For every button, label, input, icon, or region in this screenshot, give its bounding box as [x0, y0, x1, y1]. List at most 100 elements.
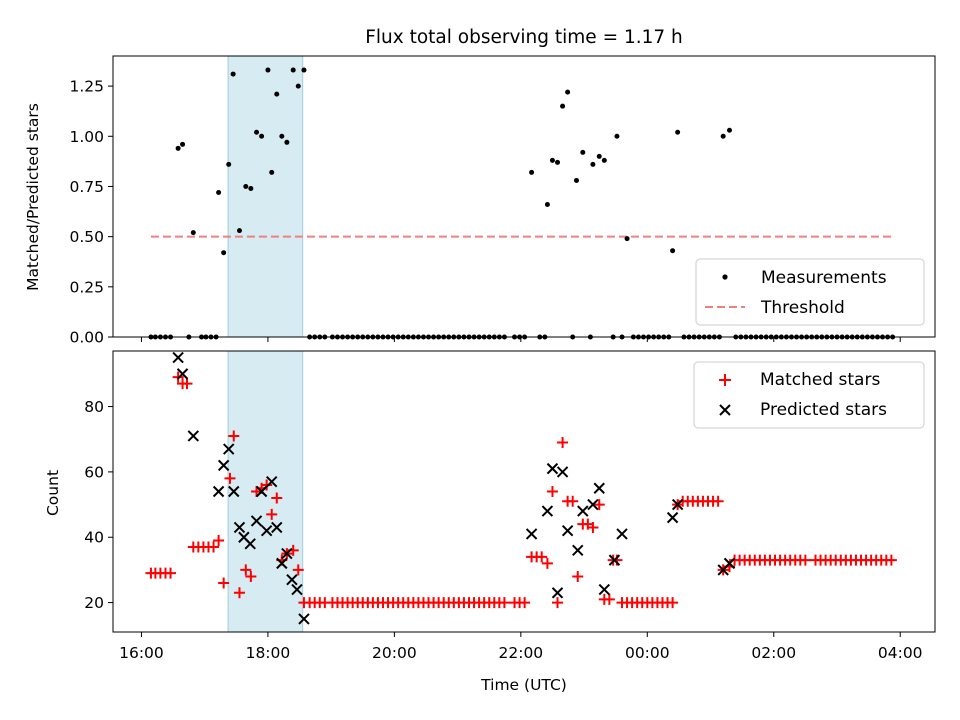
xtick-label: 04:00 [878, 644, 923, 662]
measurements-point [259, 133, 265, 139]
measurements-point [624, 236, 630, 242]
predicted-stars-point [286, 574, 298, 586]
measurements-point [290, 67, 296, 73]
bottom-xlabel: Time (UTC) [480, 676, 567, 694]
measurements-point [269, 169, 275, 175]
matched-stars-point [271, 492, 283, 504]
measurements-point [614, 133, 620, 139]
top-legend: Measurements Threshold [695, 258, 925, 326]
matched-stars-point [218, 577, 230, 589]
predicted-stars-point [260, 525, 273, 537]
bottom-panel: Count Time (UTC) 20 40 60 80 16:00 18:00 20:0… [44, 350, 936, 694]
predicted-stars-point [255, 485, 268, 498]
xtick-label: 00:00 [625, 644, 670, 662]
top-axes-frame [112, 55, 936, 338]
legend-predicted-label: Predicted stars [760, 400, 887, 420]
measurements-point [727, 127, 732, 133]
bottom-legend-box [693, 361, 925, 429]
matched-stars-point [261, 479, 273, 491]
measurements-point [221, 250, 227, 256]
xtick-label: 16:00 [119, 644, 164, 662]
predicted-stars-point [572, 544, 584, 557]
measurements-point [216, 189, 222, 195]
bot-ytick-label: 40 [84, 529, 104, 547]
measurements-point [529, 169, 535, 175]
top-ytick-label: 0.25 [69, 278, 104, 296]
measurements-point [565, 89, 571, 95]
matched-stars-point [213, 535, 225, 547]
measurements-point [720, 133, 726, 139]
predicted-stars-point [228, 485, 240, 498]
predicted-stars-point [271, 521, 283, 534]
measurements-point [580, 149, 586, 155]
matched-stars-point [712, 495, 724, 507]
predicted-stars-point [561, 525, 574, 537]
matched-stars-point [165, 567, 177, 579]
matched-stars-point [603, 593, 615, 605]
measurements-point [175, 145, 181, 151]
predicted-stars-point [723, 557, 736, 570]
bot-ytick-label: 20 [84, 594, 104, 612]
predicted-stars-point [223, 443, 235, 455]
measurements-point [248, 185, 254, 191]
predicted-stars-point [593, 482, 605, 494]
measurements-point [549, 157, 555, 163]
matched-stars-point [557, 436, 569, 448]
matched-stars-point [593, 499, 605, 511]
bot-ytick-label: 80 [84, 398, 104, 416]
xtick-label: 02:00 [751, 644, 796, 662]
top-ytick-label: 1.00 [69, 128, 104, 146]
predicted-stars-point [541, 505, 554, 517]
predicted-stars-point [551, 587, 564, 599]
bottom-axes-frame [112, 350, 936, 633]
predicted-stars-point [671, 498, 684, 511]
predicted-stars-point [276, 557, 288, 570]
bottom-legend: Matched stars Predicted stars [693, 361, 925, 429]
predicted-stars-point [212, 485, 225, 498]
predicted-stars-point [608, 554, 621, 566]
measurements-point [590, 161, 596, 167]
predicted-stars-point [616, 528, 628, 540]
matched-stars-point [292, 564, 304, 576]
measurements-point [236, 228, 242, 234]
predicted-stars-point [176, 368, 189, 380]
matched-stars-point [233, 587, 245, 599]
matched-stars-point [667, 597, 679, 609]
measurements-point [284, 139, 290, 145]
xtick-label: 18:00 [246, 644, 291, 662]
predicted-stars-point [233, 521, 246, 534]
measurements-point [573, 177, 579, 183]
top-ytick-label: 1.25 [69, 78, 104, 96]
matched-stars-point [498, 597, 510, 609]
predicted-stars-point [187, 430, 200, 442]
top-ytick-label: 0.00 [69, 329, 104, 347]
matched-stars-point [181, 378, 193, 390]
measurements-point [265, 67, 271, 73]
predicted-stars-point [281, 547, 293, 560]
measurements-point [226, 161, 232, 167]
predicted-stars-point [266, 475, 278, 488]
measurements-point [274, 91, 280, 97]
top-ytick-label: 0.75 [69, 178, 104, 196]
legend-measurements-label: Measurements [761, 268, 887, 288]
predicted-stars-point [666, 511, 679, 524]
predicted-stars-point [577, 505, 589, 517]
xtick-label: 22:00 [499, 644, 544, 662]
top-shaded-span [227, 55, 304, 338]
predicted-stars-point [250, 515, 263, 527]
matched-stars-point [567, 495, 579, 507]
bottom-ylabel: Count [44, 470, 62, 516]
predicted-stars-point [587, 498, 599, 511]
top-title: Flux total observing time = 1.17 h [365, 27, 683, 48]
matched-stars-point [519, 597, 531, 609]
matched-stars-point [546, 486, 558, 497]
measurements-point [555, 159, 561, 165]
measurements-point [190, 230, 196, 236]
matched-stars-point [240, 564, 252, 576]
bot-ytick-label: 60 [84, 463, 104, 481]
predicted-stars-point [217, 459, 230, 472]
matched-stars-point [208, 541, 220, 553]
measurements-point [560, 103, 566, 109]
predicted-stars-point [291, 583, 303, 596]
